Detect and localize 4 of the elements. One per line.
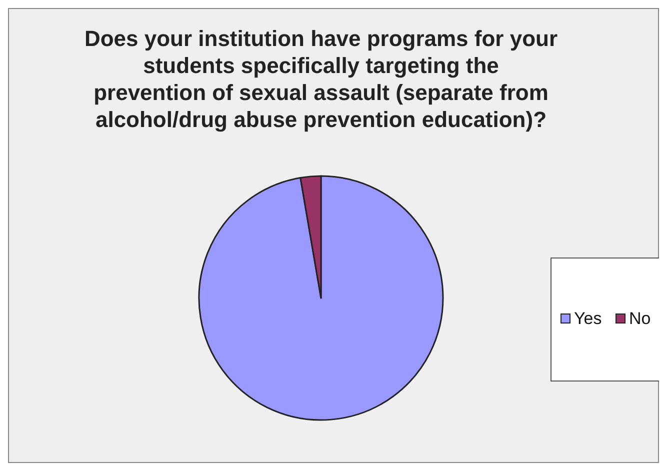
legend-label: No: [629, 309, 651, 328]
pie-slice: [198, 175, 444, 421]
chart-title: Does your institution have programs for your students specifically targeting the prevention of sexual assault (separate from alcohol/drug abuse prevention education)?: [84, 26, 558, 132]
legend-label: Yes: [574, 309, 602, 328]
